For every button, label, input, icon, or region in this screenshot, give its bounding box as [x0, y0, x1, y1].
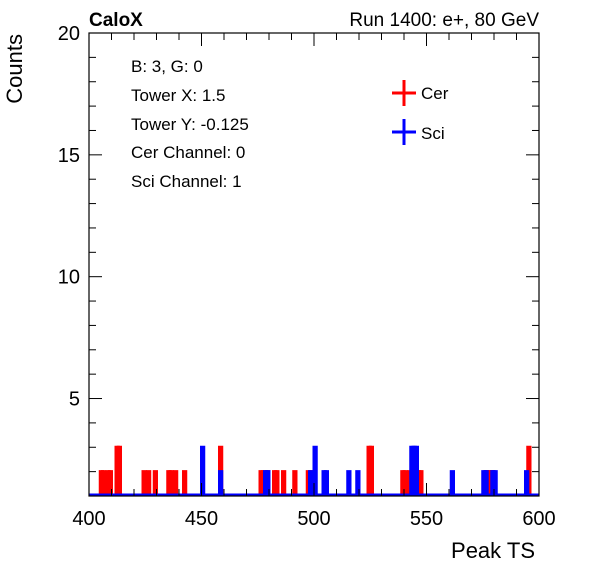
histogram-bin [281, 470, 287, 496]
histogram-bin [218, 470, 224, 496]
histogram-bin [418, 470, 424, 496]
info-line: Sci Channel: 1 [131, 172, 242, 191]
histogram-bin [449, 470, 455, 496]
legend-marker-cer [392, 80, 416, 106]
histogram-bin [146, 470, 152, 496]
info-line: Tower X: 1.5 [131, 86, 226, 105]
histogram-bin [368, 445, 374, 496]
y-axis-label: Counts [2, 34, 27, 104]
y-tick-label: 15 [58, 145, 80, 167]
histogram-bin [524, 470, 530, 496]
histogram-bin [274, 470, 280, 496]
histogram-bin [355, 470, 361, 496]
info-line: B: 3, G: 0 [131, 57, 203, 76]
legend-label-cer: Cer [421, 84, 449, 103]
histogram-bin [312, 445, 318, 496]
histogram-bin [101, 470, 107, 496]
x-tick-label: 500 [297, 508, 330, 530]
histogram-bin [413, 445, 419, 496]
histogram-bin [402, 470, 408, 496]
y-tick-label: 5 [69, 389, 80, 411]
histogram-bin [483, 470, 489, 496]
histogram-bin [492, 470, 498, 496]
histogram-bin [323, 470, 329, 496]
histogram-bin [173, 470, 179, 496]
header-left: CaloX [89, 10, 143, 31]
info-line: Tower Y: -0.125 [131, 115, 249, 134]
legend-marker-sci [392, 119, 416, 145]
histogram-bin [116, 445, 122, 496]
x-axis-label: Peak TS [451, 538, 535, 563]
x-tick-label: 400 [72, 508, 105, 530]
histogram-bin [308, 470, 314, 496]
x-tick-label: 600 [522, 508, 555, 530]
histogram-bin [292, 470, 298, 496]
histogram-bin [107, 470, 113, 496]
histogram-bin [168, 470, 174, 496]
y-tick-label: 10 [58, 267, 80, 289]
y-tick-label: 20 [58, 23, 80, 45]
x-tick-label: 550 [410, 508, 443, 530]
x-tick-label: 450 [185, 508, 218, 530]
info-line: Cer Channel: 0 [131, 143, 245, 162]
histogram-bin [141, 470, 147, 496]
info-box: B: 3, G: 0 Tower X: 1.5 Tower Y: -0.125 … [131, 57, 249, 191]
histogram-bin [152, 470, 158, 496]
legend-label-sci: Sci [421, 124, 445, 143]
histogram-bin [265, 470, 271, 496]
header-right: Run 1400: e+, 80 GeV [349, 10, 539, 31]
histogram-bin [200, 445, 206, 496]
legend: Cer Sci [392, 80, 449, 145]
histogram-bin [182, 470, 188, 496]
histogram-bin [346, 470, 352, 496]
